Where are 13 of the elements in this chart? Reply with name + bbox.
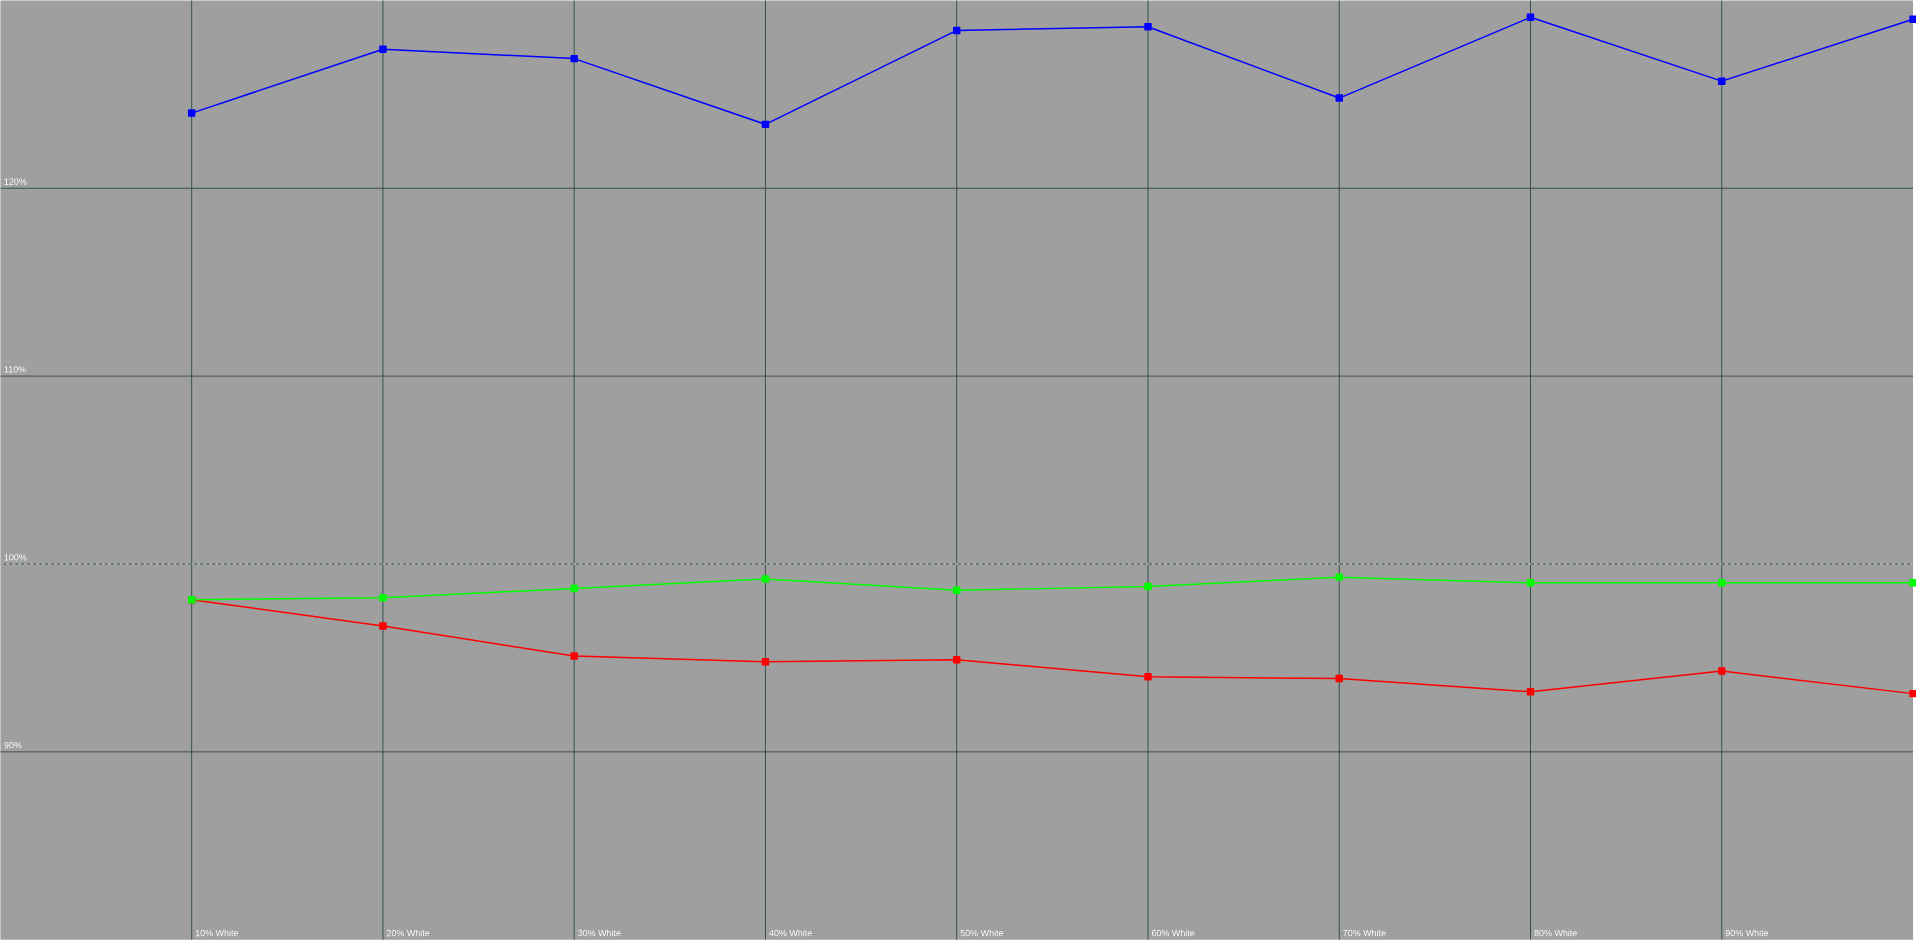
y-tick-label: 110% bbox=[4, 366, 26, 373]
x-tick-label: 20% White bbox=[386, 929, 430, 937]
x-tick-label: 80% White bbox=[1534, 929, 1577, 937]
x-tick-label: 10% White bbox=[195, 929, 239, 937]
x-tick-label: 50% White bbox=[960, 929, 1004, 937]
x-tick-label: 70% White bbox=[1343, 929, 1386, 937]
x-tick-label: 40% White bbox=[769, 929, 812, 937]
x-tick-label: 30% White bbox=[578, 929, 621, 937]
x-tick-label: 90% White bbox=[1725, 929, 1769, 937]
y-tick-label: 90% bbox=[4, 741, 22, 749]
y-tick-label: 120% bbox=[4, 178, 27, 185]
x-tick-label: 60% White bbox=[1151, 929, 1195, 937]
y-tick-label: 100% bbox=[4, 554, 27, 561]
